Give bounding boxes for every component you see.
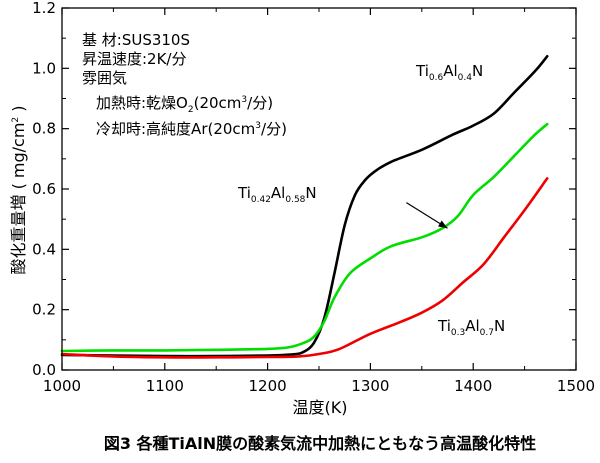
series-label-ti06: Ti0.6Al0.4N <box>415 62 483 83</box>
note-atmosphere: 雰囲気 <box>82 69 127 87</box>
annotation-arrow-head <box>438 220 448 229</box>
conditions-note: 基 材:SUS310S 昇温速度:2K/分 雰囲気 加熱時:乾燥O2(20cm3… <box>82 31 287 138</box>
tick-labels: 1000 1100 1200 1300 1400 1500 0.0 0.2 0.4 0.6 0.8 1… <box>32 0 595 395</box>
y-tick-label: 0.4 <box>32 240 56 258</box>
series-line-ti03 <box>60 177 549 359</box>
x-axis-label: 温度(K) <box>293 398 348 417</box>
x-tick-label: 1200 <box>249 377 287 395</box>
y-tick-label: 0.6 <box>32 180 56 198</box>
note-cooling: 冷却時:高純度Ar(20cm3/分) <box>96 120 287 138</box>
series-layer <box>60 55 549 359</box>
y-tick-label: 0.2 <box>32 301 56 319</box>
y-axis-label: 酸化重量増 ( mg/cm2 ) <box>9 106 28 275</box>
x-tick-label: 1100 <box>146 377 184 395</box>
annotation-arrow-layer <box>406 202 448 229</box>
series-label-ti042: Ti0.42Al0.58N <box>237 184 317 205</box>
figure-caption: 図3 各種TiAlN膜の酸素気流中加熱にともなう高温酸化特性 <box>104 434 536 453</box>
note-substrate: 基 材:SUS310S <box>82 31 190 49</box>
y-tick-label: 1.0 <box>32 59 56 77</box>
x-tick-label: 1300 <box>351 377 389 395</box>
y-tick-label: 0.0 <box>32 361 56 379</box>
note-heating: 加熱時:乾燥O2(20cm3/分) <box>96 94 273 115</box>
series-line-ti06 <box>60 55 549 358</box>
plot-frame <box>61 7 577 371</box>
x-tick-label: 1400 <box>454 377 492 395</box>
x-tick-label: 1500 <box>557 377 595 395</box>
y-tick-label: 1.2 <box>32 0 56 17</box>
series-line-ti042 <box>60 122 549 353</box>
note-heating-rate: 昇温速度:2K/分 <box>82 50 187 68</box>
series-label-ti03: Ti0.3Al0.7N <box>437 317 505 338</box>
x-tick-label: 1000 <box>43 377 81 395</box>
y-tick-label: 0.8 <box>32 120 56 138</box>
